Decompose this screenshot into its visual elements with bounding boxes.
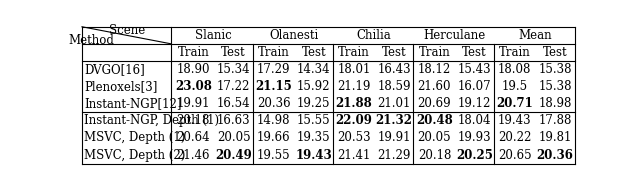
Text: MSVC, Depth (2): MSVC, Depth (2) (84, 148, 186, 162)
Text: 16.07: 16.07 (458, 80, 492, 93)
Text: 19.81: 19.81 (538, 131, 572, 144)
Text: 19.66: 19.66 (257, 131, 291, 144)
Text: Method: Method (68, 34, 114, 47)
Text: Slanic: Slanic (195, 29, 232, 42)
Text: 20.49: 20.49 (215, 148, 252, 162)
Text: Mean: Mean (518, 29, 552, 42)
Text: Train: Train (419, 46, 451, 59)
Text: 14.34: 14.34 (297, 63, 331, 76)
Text: Scene: Scene (109, 24, 145, 37)
Text: 18.12: 18.12 (418, 63, 451, 76)
Text: 20.18: 20.18 (418, 148, 451, 162)
Text: Test: Test (462, 46, 487, 59)
Text: MSVC, Depth (1): MSVC, Depth (1) (84, 131, 186, 144)
Text: 21.41: 21.41 (337, 148, 371, 162)
Text: 17.22: 17.22 (217, 80, 250, 93)
Text: 15.55: 15.55 (297, 114, 331, 127)
Text: 20.22: 20.22 (498, 131, 531, 144)
Text: 19.12: 19.12 (458, 97, 492, 110)
Text: 22.09: 22.09 (335, 114, 372, 127)
Text: Instant-NGP, Depth (1): Instant-NGP, Depth (1) (84, 114, 220, 127)
Text: 18.59: 18.59 (378, 80, 411, 93)
Text: 18.90: 18.90 (177, 63, 210, 76)
Text: 17.88: 17.88 (538, 114, 572, 127)
Text: 21.60: 21.60 (418, 80, 451, 93)
Text: 14.98: 14.98 (257, 114, 291, 127)
Text: Olanesti: Olanesti (269, 29, 319, 42)
Text: 21.88: 21.88 (335, 97, 372, 110)
Text: 20.36: 20.36 (257, 97, 291, 110)
Text: Train: Train (177, 46, 209, 59)
Text: 16.63: 16.63 (217, 114, 250, 127)
Text: Instant-NGP[12]: Instant-NGP[12] (84, 97, 182, 110)
Text: 20.36: 20.36 (536, 148, 573, 162)
Text: 20.18: 20.18 (177, 114, 210, 127)
Text: 19.25: 19.25 (297, 97, 331, 110)
Text: Herculane: Herculane (423, 29, 486, 42)
Text: Test: Test (382, 46, 406, 59)
Text: 20.71: 20.71 (497, 97, 533, 110)
Text: 21.29: 21.29 (378, 148, 411, 162)
Text: 21.19: 21.19 (337, 80, 371, 93)
Text: 18.01: 18.01 (337, 63, 371, 76)
Text: 20.65: 20.65 (498, 148, 532, 162)
Text: Train: Train (258, 46, 289, 59)
Text: Train: Train (338, 46, 370, 59)
Text: 23.08: 23.08 (175, 80, 212, 93)
Text: 21.15: 21.15 (255, 80, 292, 93)
Text: 21.01: 21.01 (378, 97, 411, 110)
Text: 19.91: 19.91 (177, 97, 210, 110)
Text: 21.32: 21.32 (376, 114, 413, 127)
Text: 15.34: 15.34 (217, 63, 250, 76)
Text: 19.55: 19.55 (257, 148, 291, 162)
Text: 20.69: 20.69 (417, 97, 451, 110)
Text: 19.35: 19.35 (297, 131, 331, 144)
Text: Train: Train (499, 46, 531, 59)
Text: 15.38: 15.38 (538, 63, 572, 76)
Text: 17.29: 17.29 (257, 63, 291, 76)
Text: 20.48: 20.48 (416, 114, 452, 127)
Text: Chilia: Chilia (356, 29, 392, 42)
Text: Plenoxels[3]: Plenoxels[3] (84, 80, 158, 93)
Text: 20.64: 20.64 (177, 131, 210, 144)
Text: 20.05: 20.05 (417, 131, 451, 144)
Text: 20.53: 20.53 (337, 131, 371, 144)
Text: 15.38: 15.38 (538, 80, 572, 93)
Text: 16.54: 16.54 (217, 97, 250, 110)
Text: Test: Test (221, 46, 246, 59)
Text: 19.5: 19.5 (502, 80, 528, 93)
Text: 15.43: 15.43 (458, 63, 492, 76)
Text: 18.04: 18.04 (458, 114, 492, 127)
Text: 15.92: 15.92 (297, 80, 331, 93)
Text: 19.43: 19.43 (296, 148, 332, 162)
Text: 18.98: 18.98 (538, 97, 572, 110)
Text: 20.25: 20.25 (456, 148, 493, 162)
Text: 21.46: 21.46 (177, 148, 210, 162)
Text: 16.43: 16.43 (378, 63, 411, 76)
Text: 18.08: 18.08 (498, 63, 531, 76)
Text: Test: Test (301, 46, 326, 59)
Text: Test: Test (543, 46, 567, 59)
Text: 19.91: 19.91 (378, 131, 411, 144)
Text: 19.93: 19.93 (458, 131, 492, 144)
Text: 19.43: 19.43 (498, 114, 532, 127)
Text: 20.05: 20.05 (217, 131, 250, 144)
Text: DVGO[16]: DVGO[16] (84, 63, 145, 76)
